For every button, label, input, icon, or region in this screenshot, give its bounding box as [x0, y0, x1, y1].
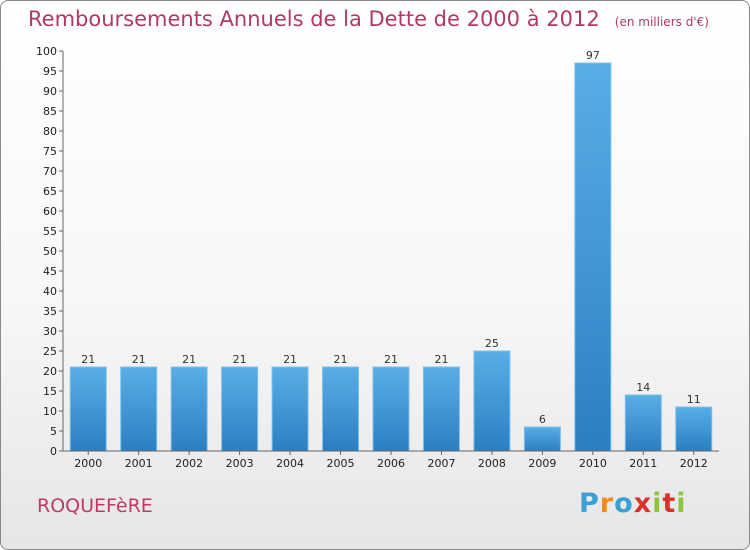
- bar-value-label: 21: [132, 353, 146, 366]
- x-tick-label: 2012: [680, 457, 708, 470]
- x-tick-label: 2007: [427, 457, 455, 470]
- y-tick-label: 60: [43, 205, 57, 218]
- y-tick-label: 45: [43, 265, 57, 278]
- x-tick-label: 2004: [276, 457, 304, 470]
- x-tick-label: 2005: [327, 457, 355, 470]
- bar-value-label: 21: [233, 353, 247, 366]
- y-tick-label: 65: [43, 185, 57, 198]
- logo-letter: P: [579, 488, 600, 519]
- x-tick-label: 2000: [74, 457, 102, 470]
- y-tick-label: 5: [50, 425, 57, 438]
- x-tick-label: 2006: [377, 457, 405, 470]
- bar: [271, 366, 309, 452]
- bar-value-label: 97: [586, 49, 600, 62]
- bar-value-label: 14: [636, 381, 650, 394]
- y-tick-label: 95: [43, 65, 57, 78]
- bar: [372, 366, 410, 452]
- logo-letter: i: [652, 488, 663, 519]
- bar-value-label: 6: [539, 413, 546, 426]
- bar: [221, 366, 259, 452]
- logo-letter: i: [676, 488, 687, 519]
- logo-letter: r: [599, 488, 615, 519]
- logo-letter: o: [614, 488, 634, 519]
- bar-value-label: 11: [687, 393, 701, 406]
- x-tick-label: 2010: [579, 457, 607, 470]
- y-tick-label: 75: [43, 145, 57, 158]
- bar-value-label: 25: [485, 337, 499, 350]
- bar: [120, 366, 158, 452]
- x-tick-label: 2002: [175, 457, 203, 470]
- bar-value-label: 21: [283, 353, 297, 366]
- bar-value-label: 21: [384, 353, 398, 366]
- bar: [422, 366, 460, 452]
- y-tick-label: 90: [43, 85, 57, 98]
- title-row: Remboursements Annuels de la Dette de 20…: [28, 7, 709, 31]
- bar-value-label: 21: [334, 353, 348, 366]
- y-tick-label: 55: [43, 225, 57, 238]
- x-tick-label: 2011: [629, 457, 657, 470]
- bar-value-label: 21: [81, 353, 95, 366]
- bar-value-label: 21: [434, 353, 448, 366]
- y-tick-label: 85: [43, 105, 57, 118]
- y-tick-label: 15: [43, 385, 57, 398]
- commune-name: ROQUEFèRE: [37, 495, 153, 517]
- proxiti-logo: Proxiti: [579, 488, 687, 519]
- bar: [170, 366, 208, 452]
- bar: [624, 394, 662, 452]
- x-tick-label: 2009: [528, 457, 556, 470]
- y-tick-label: 100: [36, 45, 57, 58]
- logo-letter: t: [662, 488, 677, 519]
- y-tick-label: 10: [43, 405, 57, 418]
- y-tick-label: 80: [43, 125, 57, 138]
- y-tick-label: 30: [43, 325, 57, 338]
- x-tick-label: 2008: [478, 457, 506, 470]
- x-tick-label: 2001: [125, 457, 153, 470]
- bar: [523, 426, 561, 452]
- chart-unit: (en milliers d'€): [614, 15, 709, 29]
- bar: [69, 366, 107, 452]
- bar: [473, 350, 511, 452]
- chart-title: Remboursements Annuels de la Dette de 20…: [28, 7, 600, 31]
- x-tick-label: 2003: [226, 457, 254, 470]
- bar: [322, 366, 360, 452]
- bar: [574, 62, 612, 452]
- bar: [675, 406, 713, 452]
- y-tick-label: 70: [43, 165, 57, 178]
- y-tick-label: 35: [43, 305, 57, 318]
- logo-letter: x: [633, 488, 653, 519]
- y-tick-label: 20: [43, 365, 57, 378]
- bar-value-label: 21: [182, 353, 196, 366]
- y-tick-label: 25: [43, 345, 57, 358]
- y-tick-label: 50: [43, 245, 57, 258]
- y-tick-label: 0: [50, 445, 57, 458]
- y-tick-label: 40: [43, 285, 57, 298]
